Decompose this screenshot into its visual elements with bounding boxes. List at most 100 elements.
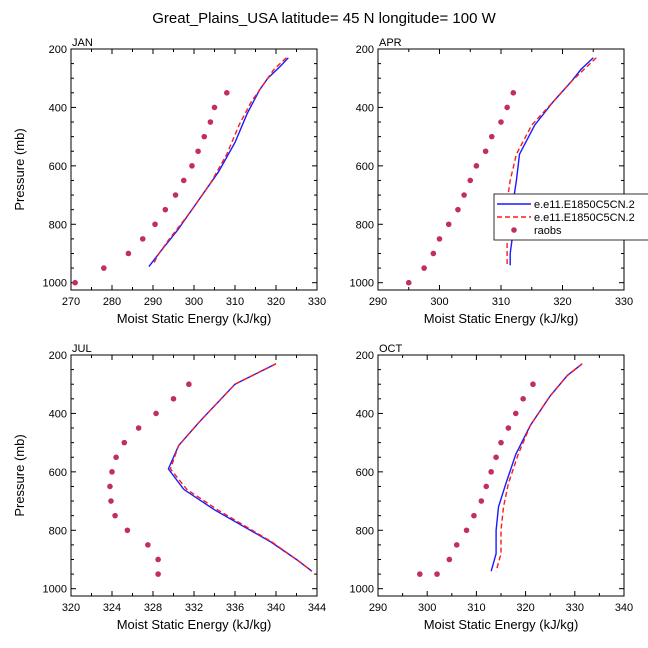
legend-marker [511,227,517,233]
raobs-point [72,279,78,286]
y-tick-label: 400 [49,408,67,420]
y-tick-label: 1000 [43,278,67,290]
legend-label: raobs [534,225,562,237]
x-tick-label: 270 [62,296,80,308]
x-axis-label: Moist Static Energy (kJ/kg) [117,311,272,326]
raobs-point [211,104,218,111]
raobs-point [121,439,128,446]
raobs-point [109,469,115,475]
x-tick-label: 290 [369,296,387,308]
y-tick-label: 800 [356,525,374,537]
raobs-point [498,439,504,446]
raobs-point [125,250,132,257]
x-tick-label: 310 [226,296,244,308]
raobs-point [434,571,440,577]
raobs-point [170,396,177,402]
x-tick-label: 332 [185,602,203,614]
raobs-point [483,483,490,490]
raobs-point [224,90,230,96]
raobs-point [152,221,158,228]
raobs-point [145,542,151,548]
raobs-point [421,265,427,271]
panel-title: APR [379,37,402,49]
model-line-dashed [152,57,287,266]
raobs-point [471,512,477,519]
x-tick-label: 320 [62,602,80,614]
raobs-point [505,425,512,431]
raobs-point [186,381,192,388]
x-tick-label: 300 [418,602,436,614]
raobs-point [201,133,208,140]
figure-title: Great_Plains_USA latitude= 45 N longitud… [152,10,496,27]
model-line-solid [167,363,313,572]
y-tick-label: 600 [356,161,374,173]
plot-frame [70,354,318,597]
raobs-point [195,148,201,155]
y-tick-label: 200 [356,350,374,362]
chart-panel-oct: 290 300 310 320 330 340 200 400 600 800 1000 OCT Moi… [350,343,634,632]
raobs-point [189,163,195,169]
raobs-point [512,410,519,417]
x-tick-label: 328 [144,602,162,614]
y-tick-label: 400 [49,102,67,114]
y-tick-label: 200 [49,350,67,362]
y-tick-label: 1000 [350,584,374,596]
x-tick-label: 290 [144,296,162,308]
legend-label: e.e11.E1850C5CN.2 [534,212,635,224]
x-axis-label: Moist Static Energy (kJ/kg) [424,617,579,632]
y-tick-label: 800 [356,219,374,231]
raobs-point [453,542,460,548]
y-tick-label: 600 [356,467,374,479]
model-line-solid [490,363,583,572]
model-line-dashed [495,363,583,572]
raobs-point [113,454,119,461]
raobs-point [135,425,142,431]
x-tick-label: 300 [430,296,448,308]
raobs-point [180,177,187,184]
raobs-point [488,133,495,140]
x-tick-label: 330 [566,602,584,614]
raobs-point [155,571,161,577]
raobs-point [467,177,474,184]
y-axis-label: Pressure (mb) [12,128,27,210]
x-axis-label: Moist Static Energy (kJ/kg) [117,617,272,632]
raobs-point [530,381,536,388]
panel-title: OCT [379,343,403,355]
raobs-point [101,265,107,271]
x-tick-label: 300 [185,296,203,308]
raobs-point [153,410,159,417]
raobs-point [107,483,113,490]
x-tick-label: 310 [467,602,485,614]
x-tick-label: 330 [615,296,633,308]
model-line-dashed [169,363,313,572]
y-tick-label: 800 [49,219,67,231]
y-tick-label: 800 [49,525,67,537]
raobs-point [473,163,480,169]
raobs-point [108,498,114,504]
raobs-point [172,192,179,198]
y-tick-label: 600 [49,161,67,173]
y-tick-label: 1000 [350,278,374,290]
legend-label: e.e11.E1850C5CN.2 [534,199,635,211]
y-tick-label: 400 [356,102,374,114]
y-tick-label: 400 [356,408,374,420]
raobs-point [207,119,214,125]
raobs-point [430,250,437,257]
plot-frame [377,48,625,291]
raobs-point [488,469,494,475]
y-tick-label: 600 [49,467,67,479]
raobs-point [478,498,485,504]
x-tick-label: 280 [103,296,121,308]
x-tick-label: 330 [308,296,326,308]
plot-frame [70,48,318,291]
raobs-point [446,556,453,563]
raobs-point [510,90,517,96]
panel-title: JUL [72,343,92,355]
x-tick-label: 324 [103,602,121,614]
x-tick-label: 320 [516,602,534,614]
y-tick-label: 200 [49,44,67,56]
y-axis-label: Pressure (mb) [12,434,27,516]
y-tick-label: 200 [356,44,374,56]
